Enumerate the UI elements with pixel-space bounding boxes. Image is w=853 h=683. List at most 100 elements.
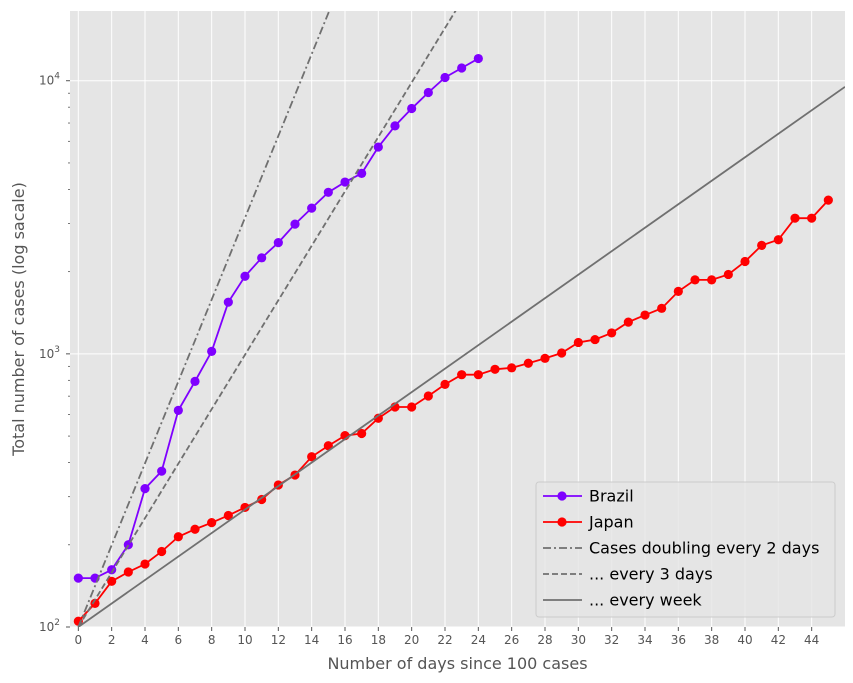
data-point	[223, 510, 233, 521]
data-point	[207, 518, 217, 528]
data-point	[373, 413, 383, 423]
y-tick-label: 102	[39, 618, 60, 634]
data-point	[457, 370, 467, 380]
data-point	[423, 391, 433, 401]
x-axis-label: Number of days since 100 cases	[327, 654, 587, 673]
series-line	[77, 86, 845, 627]
x-tick-label: 10	[237, 633, 252, 647]
data-point	[240, 502, 250, 513]
data-point	[157, 466, 167, 476]
data-point	[823, 195, 833, 205]
data-point	[807, 213, 817, 223]
legend-item: Japan	[543, 513, 634, 532]
series-line	[77, 11, 457, 627]
data-point	[357, 428, 367, 439]
data-point	[173, 405, 183, 415]
y-tick-label: 104	[39, 72, 60, 88]
data-point	[107, 576, 117, 586]
series-line	[77, 11, 331, 627]
data-point	[90, 598, 100, 609]
legend-marker	[557, 491, 567, 501]
x-tick-label: 2	[108, 633, 116, 647]
x-tick-label: 28	[537, 633, 552, 647]
legend-label: Brazil	[589, 487, 634, 506]
data-point	[540, 353, 550, 363]
data-point	[257, 253, 267, 263]
data-point	[290, 219, 300, 229]
x-tick-label: 8	[208, 633, 216, 647]
legend-marker	[557, 517, 567, 527]
legend-item: Brazil	[543, 487, 634, 506]
x-tick-label: 32	[604, 633, 619, 647]
data-point	[473, 53, 483, 64]
data-point	[657, 303, 667, 313]
x-tick-label: 34	[637, 633, 652, 647]
data-point	[123, 567, 133, 577]
x-tick-label: 22	[437, 633, 452, 647]
data-point	[140, 559, 150, 569]
data-point	[523, 358, 533, 368]
x-tick-label: 36	[671, 633, 686, 647]
data-point	[723, 269, 733, 280]
x-tick-label: 20	[404, 633, 419, 647]
data-point	[323, 187, 333, 197]
legend-label: ... every week	[589, 591, 702, 610]
data-point	[357, 168, 367, 178]
data-point	[390, 121, 400, 131]
data-point	[307, 452, 317, 462]
x-tick-label: 26	[504, 633, 519, 647]
data-point	[157, 546, 167, 557]
data-point	[407, 103, 417, 114]
legend-item: ... every week	[543, 591, 702, 610]
legend-item: Cases doubling every 2 days	[543, 539, 819, 558]
data-point	[773, 235, 783, 245]
data-point	[557, 348, 567, 358]
legend-item: ... every 3 days	[543, 565, 713, 584]
series	[73, 11, 845, 627]
x-tick-label: 42	[771, 633, 786, 647]
data-point	[673, 286, 683, 297]
data-point	[207, 346, 217, 356]
x-tick-label: 0	[75, 633, 83, 647]
data-point	[107, 565, 117, 575]
x-tick-label: 44	[804, 633, 819, 647]
data-point	[440, 379, 450, 390]
data-point	[73, 573, 83, 583]
data-point	[190, 524, 200, 534]
data-point	[590, 334, 600, 345]
data-point	[573, 337, 583, 348]
data-point	[707, 275, 717, 285]
data-point	[490, 364, 500, 374]
data-point	[307, 203, 317, 213]
series-line	[77, 199, 829, 622]
data-point	[440, 72, 450, 83]
data-point	[173, 532, 183, 542]
data-point	[640, 310, 650, 320]
data-point	[240, 271, 250, 281]
data-point	[740, 256, 750, 267]
legend-label: Cases doubling every 2 days	[589, 539, 819, 558]
data-point	[507, 363, 517, 373]
data-point	[140, 484, 150, 494]
data-point	[457, 63, 467, 73]
data-point	[223, 297, 233, 307]
ticks: 0 2 4 6 8 10 12 14 16 18 20 22 24 26 28 30 32 34 36 38 40 42 4…	[39, 72, 819, 647]
x-tick-label: 12	[271, 633, 286, 647]
x-tick-label: 38	[704, 633, 719, 647]
x-tick-label: 4	[141, 633, 149, 647]
series-every-3-days	[77, 11, 457, 627]
x-tick-label: 30	[571, 633, 586, 647]
series-every-week	[77, 86, 845, 627]
legend-label: ... every 3 days	[589, 565, 713, 584]
x-tick-label: 24	[471, 633, 486, 647]
data-point	[190, 376, 200, 386]
x-tick-label: 40	[737, 633, 752, 647]
x-tick-label: 18	[371, 633, 386, 647]
data-point	[423, 87, 433, 98]
legend-box	[535, 481, 836, 618]
x-tick-label: 14	[304, 633, 319, 647]
legend-label: Japan	[588, 513, 634, 532]
y-tick-label: 103	[39, 345, 60, 361]
data-point	[607, 328, 617, 338]
